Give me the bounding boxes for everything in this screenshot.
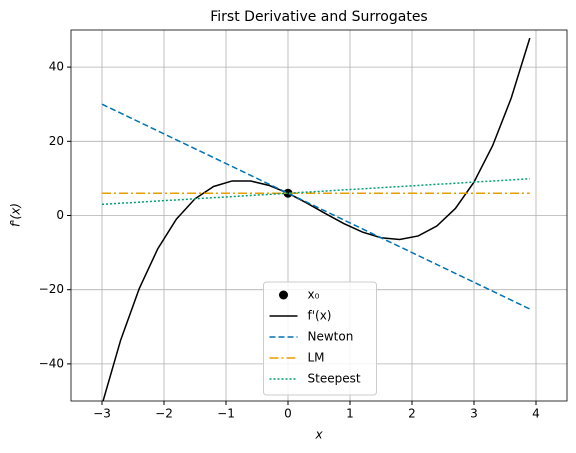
x-axis-label: x [314, 428, 323, 442]
x-tick-label: 2 [408, 407, 416, 421]
legend-label: f'(x) [308, 309, 332, 323]
y-tick-label: 40 [49, 60, 64, 74]
y-tick-label: −20 [39, 282, 64, 296]
legend-marker [279, 290, 288, 300]
x-tick-label: −3 [93, 407, 111, 421]
legend-label: Newton [308, 330, 354, 344]
legend-label: x₀ [308, 288, 320, 302]
x-tick-label: 1 [346, 407, 354, 421]
plot-area [101, 37, 531, 401]
chart-title: First Derivative and Surrogates [210, 9, 427, 25]
y-tick-label: 0 [56, 208, 64, 222]
x-tick-label: −1 [217, 407, 235, 421]
x-tick-label: 4 [532, 407, 540, 421]
x-tick-label: 0 [284, 407, 292, 421]
series-line [102, 37, 531, 401]
legend-label: LM [308, 351, 325, 365]
legend-box [263, 281, 377, 396]
series-line [101, 103, 531, 310]
x-tick-label: −2 [155, 407, 173, 421]
grid [71, 30, 567, 401]
legend: x₀ f'(x) Newton LM Steepest [263, 281, 377, 396]
x-tick-label: 3 [470, 407, 478, 421]
legend-label: Steepest [308, 372, 361, 386]
y-axis-label: f'(x) [9, 203, 23, 227]
y-tick-label: 20 [49, 134, 64, 148]
series-line [101, 178, 530, 206]
y-tick-label: −40 [39, 356, 64, 370]
